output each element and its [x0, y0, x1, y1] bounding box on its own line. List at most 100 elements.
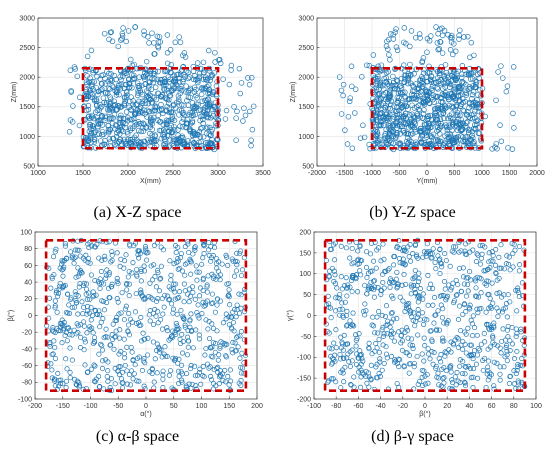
- scatter-point: [397, 123, 403, 130]
- scatter-point: [375, 245, 382, 251]
- scatter-point: [383, 126, 389, 133]
- scatter-point: [99, 132, 105, 138]
- scatter-point: [89, 243, 95, 249]
- scatter-point: [448, 32, 455, 39]
- scatter-point: [449, 380, 456, 386]
- scatter-point: [340, 314, 346, 320]
- scatter-point: [515, 364, 521, 370]
- scatter-point: [237, 251, 243, 257]
- scatter-point: [88, 317, 94, 323]
- scatter-point: [434, 128, 440, 134]
- scatter-point: [229, 325, 235, 331]
- scatter-point: [451, 140, 457, 146]
- scatter-point: [344, 141, 351, 147]
- scatter-point: [226, 314, 232, 320]
- scatter-point: [180, 116, 187, 122]
- scatter-point: [150, 114, 157, 121]
- scatter-point: [238, 364, 244, 371]
- scatter-point: [186, 381, 192, 387]
- scatter-point: [403, 130, 410, 137]
- scatter-point: [152, 51, 158, 57]
- y-tick-label: 2500: [19, 45, 35, 52]
- scatter-point: [204, 101, 211, 108]
- y-tick-label: 200: [299, 229, 311, 236]
- scatter-point: [466, 84, 473, 90]
- scatter-point: [460, 107, 466, 114]
- scatter-point: [179, 379, 185, 385]
- scatter-point: [144, 250, 150, 256]
- scatter-point: [470, 374, 476, 380]
- scatter-point: [128, 344, 134, 350]
- scatter-point: [196, 369, 203, 375]
- scatter-point: [87, 122, 94, 128]
- scatter-point: [69, 255, 75, 261]
- scatter-point: [399, 347, 405, 353]
- x-axis-label: β(°): [419, 410, 431, 418]
- scatter-point: [463, 364, 469, 370]
- x-tick-label: 60: [488, 403, 496, 410]
- scatter-point: [110, 336, 116, 343]
- scatter-point: [372, 284, 378, 290]
- scatter-point: [455, 112, 461, 118]
- scatter-point: [142, 97, 148, 104]
- scatter-point: [126, 293, 132, 299]
- scatter-point: [401, 39, 407, 46]
- x-tick-label: 1500: [502, 170, 518, 177]
- scatter-point: [416, 270, 422, 276]
- y-tick-label: 50: [303, 292, 311, 299]
- scatter-point: [188, 363, 194, 369]
- scatter-point: [338, 369, 344, 375]
- scatter-point: [141, 268, 148, 274]
- scatter-point: [97, 324, 103, 330]
- scatter-point: [127, 116, 134, 123]
- scatter-point: [492, 144, 498, 150]
- scatter-point: [102, 256, 108, 262]
- scatter-point: [163, 107, 169, 114]
- scatter-point: [499, 309, 505, 315]
- scatter-point: [238, 292, 244, 298]
- scatter-point: [166, 106, 173, 112]
- y-axis-label: γ(°): [286, 310, 294, 321]
- scatter-point: [379, 83, 386, 89]
- scatter-point: [472, 99, 479, 106]
- scatter-point: [157, 118, 164, 125]
- scatter-point: [95, 125, 101, 131]
- scatter-point: [454, 369, 460, 375]
- scatter-point: [74, 73, 81, 80]
- scatter-point: [192, 296, 198, 302]
- scatter-point: [175, 368, 181, 374]
- scatter-point: [166, 100, 172, 107]
- scatter-point: [93, 109, 99, 115]
- scatter-point: [376, 349, 382, 355]
- scatter-point: [64, 338, 70, 344]
- scatter-point: [158, 317, 164, 323]
- scatter-point: [326, 330, 332, 336]
- scatter-point: [476, 130, 483, 136]
- scatter-point: [405, 106, 411, 112]
- scatter-point: [386, 131, 393, 137]
- scatter-point: [470, 313, 476, 319]
- scatter-point: [467, 366, 474, 372]
- scatter-point: [415, 332, 421, 338]
- scatter-point: [486, 250, 492, 256]
- scatter-point: [494, 360, 500, 366]
- scatter-point: [490, 333, 496, 339]
- scatter-point: [396, 364, 402, 370]
- scatter-point: [186, 249, 192, 256]
- scatter-point: [140, 330, 146, 336]
- scatter-point: [409, 130, 416, 137]
- scatter-point: [396, 245, 402, 251]
- scatter-point: [171, 78, 178, 85]
- scatter-point: [238, 273, 245, 279]
- scatter-point: [457, 303, 463, 309]
- scatter-point: [201, 105, 208, 111]
- scatter-point: [152, 103, 159, 109]
- scatter-point: [149, 30, 155, 36]
- scatter-point: [141, 296, 147, 302]
- scatter-point: [441, 375, 447, 381]
- x-tick-label: 1500: [75, 170, 91, 177]
- scatter-point: [388, 310, 395, 316]
- scatter-point: [489, 280, 495, 286]
- scatter-point: [377, 111, 383, 118]
- scatter-point: [451, 249, 457, 255]
